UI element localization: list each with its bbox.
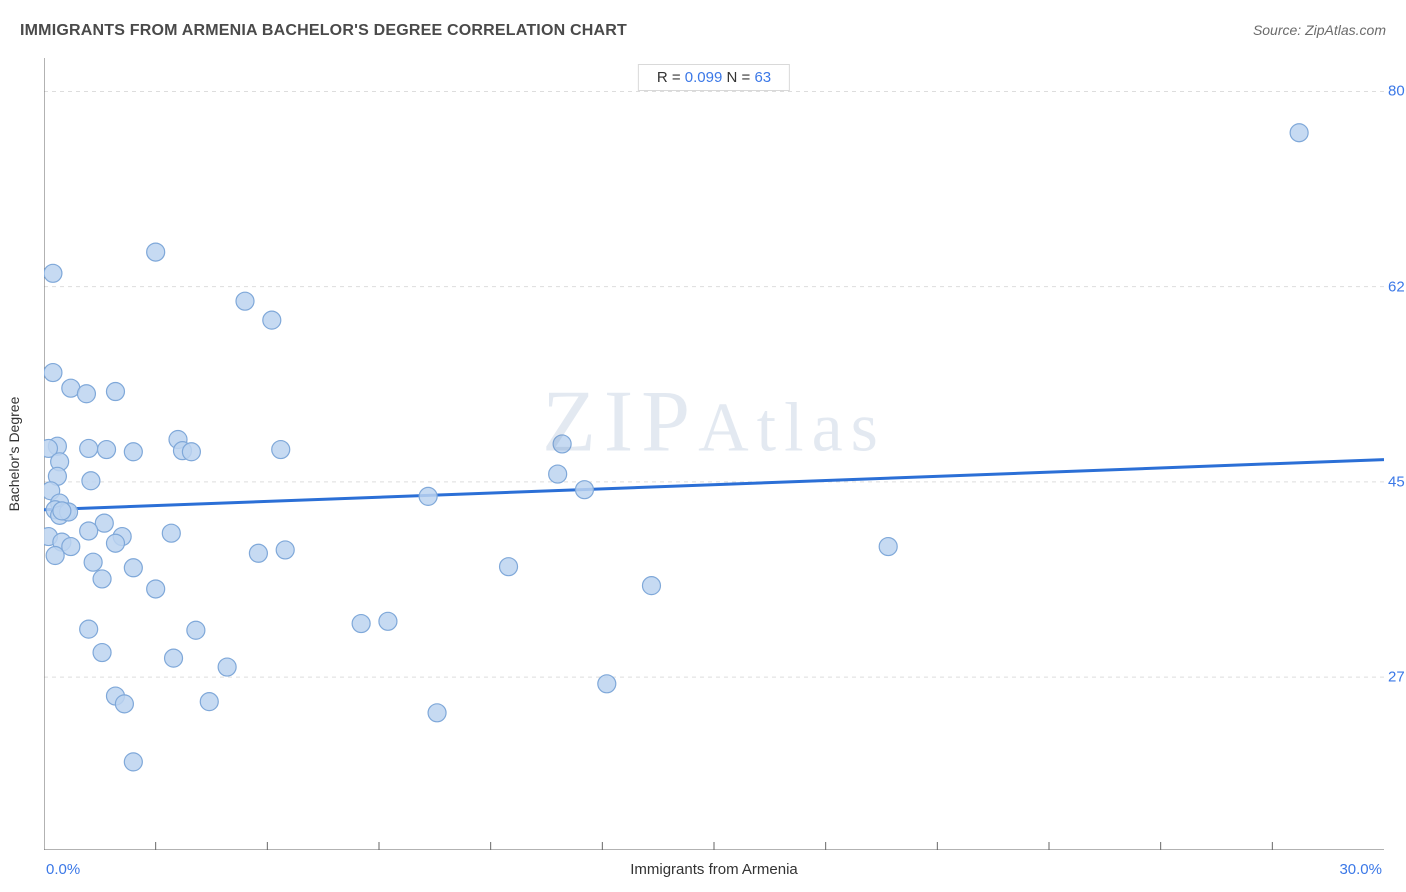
data-point [352,615,370,633]
data-point [272,441,290,459]
data-point [62,538,80,556]
data-point [106,383,124,401]
r-label: R = [657,69,685,86]
data-point [218,658,236,676]
data-point [1290,124,1308,142]
y-tick-label: 80.0% [1388,83,1406,100]
data-point [553,435,571,453]
data-point [879,538,897,556]
y-tick-label: 27.5% [1388,669,1406,686]
data-point [182,443,200,461]
data-point [77,385,95,403]
y-tick-label: 45.0% [1388,473,1406,490]
data-point [53,502,71,520]
data-point [187,621,205,639]
data-point [276,541,294,559]
data-point [428,704,446,722]
n-label: N = [727,69,755,86]
regression-line [44,460,1384,510]
data-point [98,441,116,459]
data-point [124,753,142,771]
data-point [93,570,111,588]
data-point [80,439,98,457]
source-credit: Source: ZipAtlas.com [1253,22,1386,38]
data-point [200,693,218,711]
data-point [642,577,660,595]
data-point [115,695,133,713]
data-point [44,264,62,282]
data-point [147,243,165,261]
data-point [124,443,142,461]
data-point [84,553,102,571]
x-axis-max-label: 30.0% [1339,861,1382,878]
data-point [124,559,142,577]
chart-area: R = 0.099 N = 63 ZIPAtlas Bachelor's Deg… [44,58,1384,850]
source-name: ZipAtlas.com [1305,22,1386,38]
y-tick-label: 62.5% [1388,278,1406,295]
data-point [236,292,254,310]
x-axis-min-label: 0.0% [46,861,80,878]
data-point [80,620,98,638]
data-point [598,675,616,693]
data-point [419,487,437,505]
r-value: 0.099 [685,69,723,86]
x-axis-label: Immigrants from Armenia [630,861,798,878]
data-point [575,481,593,499]
data-point [249,544,267,562]
stats-box: R = 0.099 N = 63 [638,64,790,91]
data-point [44,364,62,382]
data-point [500,558,518,576]
data-point [106,534,124,552]
data-point [549,465,567,483]
chart-title: IMMIGRANTS FROM ARMENIA BACHELOR'S DEGRE… [20,22,627,39]
data-point [263,311,281,329]
data-point [379,612,397,630]
scatter-chart-svg [44,58,1384,850]
data-point [82,472,100,490]
y-axis-label: Bachelor's Degree [6,397,22,512]
n-value: 63 [754,69,771,86]
data-point [162,524,180,542]
data-point [80,522,98,540]
data-point [147,580,165,598]
data-point [93,644,111,662]
data-point [46,547,64,565]
source-prefix: Source: [1253,22,1305,38]
data-point [165,649,183,667]
